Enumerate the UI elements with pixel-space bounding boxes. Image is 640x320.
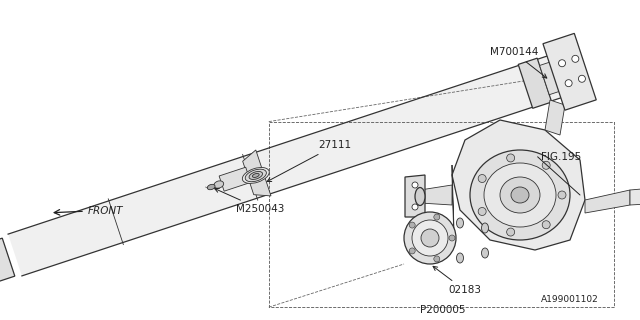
Circle shape (412, 204, 418, 210)
Polygon shape (630, 187, 640, 205)
Ellipse shape (500, 177, 540, 213)
Ellipse shape (456, 253, 463, 263)
Ellipse shape (456, 218, 463, 228)
Polygon shape (405, 175, 425, 217)
Polygon shape (0, 238, 15, 284)
Circle shape (507, 154, 515, 162)
Circle shape (409, 248, 415, 254)
Polygon shape (243, 150, 271, 196)
Circle shape (565, 80, 572, 87)
Polygon shape (452, 165, 454, 242)
Ellipse shape (470, 150, 570, 240)
Ellipse shape (249, 172, 262, 180)
Polygon shape (518, 58, 552, 108)
Polygon shape (543, 33, 596, 110)
Ellipse shape (511, 187, 529, 203)
Circle shape (542, 221, 550, 229)
Circle shape (434, 256, 440, 262)
Ellipse shape (481, 223, 488, 233)
Ellipse shape (412, 220, 448, 256)
Ellipse shape (243, 167, 269, 183)
Circle shape (579, 75, 586, 82)
Polygon shape (452, 120, 585, 250)
Circle shape (507, 228, 515, 236)
Ellipse shape (481, 248, 488, 258)
Circle shape (409, 222, 415, 228)
Text: A199001102: A199001102 (541, 295, 598, 304)
Ellipse shape (245, 169, 266, 182)
Text: 27111: 27111 (267, 140, 352, 181)
Ellipse shape (415, 188, 425, 205)
Circle shape (449, 235, 455, 241)
Polygon shape (540, 61, 562, 95)
Circle shape (572, 55, 579, 62)
Text: M700144: M700144 (490, 47, 547, 78)
Circle shape (542, 161, 550, 169)
Ellipse shape (207, 184, 215, 190)
Circle shape (558, 191, 566, 199)
Text: P200005: P200005 (420, 305, 465, 315)
Text: 02183: 02183 (433, 266, 481, 295)
Ellipse shape (252, 173, 259, 178)
Circle shape (478, 174, 486, 182)
Text: M250043: M250043 (214, 188, 285, 214)
Text: FIG.195: FIG.195 (541, 152, 581, 162)
Circle shape (434, 214, 440, 220)
Polygon shape (8, 49, 582, 276)
Polygon shape (420, 185, 452, 205)
Ellipse shape (484, 163, 556, 227)
Ellipse shape (421, 229, 439, 247)
Polygon shape (585, 190, 630, 213)
Polygon shape (219, 167, 251, 191)
Polygon shape (545, 100, 565, 135)
Ellipse shape (404, 212, 456, 264)
Ellipse shape (214, 181, 223, 188)
Circle shape (559, 60, 566, 67)
Circle shape (412, 182, 418, 188)
Circle shape (478, 207, 486, 215)
Text: FRONT: FRONT (88, 206, 124, 216)
